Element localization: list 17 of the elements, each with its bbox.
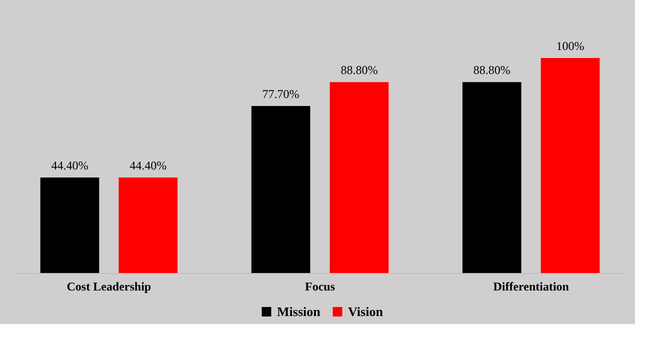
data-label: 44.40% (51, 158, 88, 173)
legend-label: Mission (277, 304, 322, 319)
legend-label: Vision (348, 304, 384, 319)
data-label: 88.80% (340, 63, 378, 78)
data-label: 100% (556, 39, 584, 53)
bar (118, 178, 178, 273)
data-label: 77.70% (262, 86, 300, 101)
x-tick-label: Focus (305, 280, 336, 294)
bar (40, 178, 100, 273)
bar (251, 106, 310, 273)
data-label: 44.40% (130, 158, 167, 173)
x-tick-label: Differentiation (493, 280, 570, 294)
x-tick-label: Cost Leadership (66, 280, 152, 294)
bar (330, 82, 389, 273)
bar (540, 58, 600, 273)
bar (462, 82, 522, 273)
data-label: 88.80% (473, 63, 510, 78)
